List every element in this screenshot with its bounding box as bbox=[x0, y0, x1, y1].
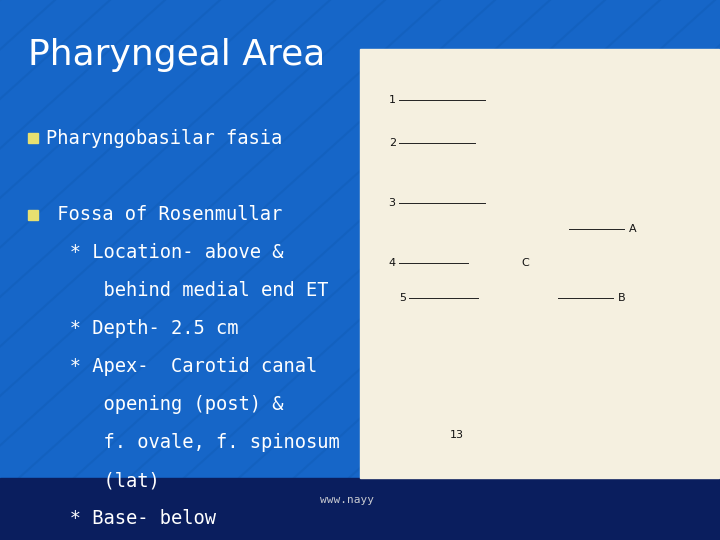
Bar bbox=[28, 133, 38, 143]
Text: * Apex-  Carotid canal: * Apex- Carotid canal bbox=[36, 357, 318, 376]
Text: opening (post) &: opening (post) & bbox=[36, 395, 284, 415]
Text: C: C bbox=[521, 258, 529, 268]
Text: 3: 3 bbox=[389, 198, 396, 208]
Bar bbox=[360, 49, 719, 478]
Text: * Depth- 2.5 cm: * Depth- 2.5 cm bbox=[36, 320, 238, 339]
Text: B: B bbox=[618, 293, 626, 302]
Text: * Base- below: * Base- below bbox=[36, 510, 216, 529]
Text: 5: 5 bbox=[400, 293, 407, 302]
Text: 2: 2 bbox=[389, 138, 396, 148]
Text: 1: 1 bbox=[389, 95, 396, 105]
Text: f. ovale, f. spinosum: f. ovale, f. spinosum bbox=[36, 434, 340, 453]
Text: 4: 4 bbox=[389, 258, 396, 268]
Text: * Location- above &: * Location- above & bbox=[36, 244, 284, 262]
Text: www.nayy: www.nayy bbox=[320, 495, 374, 505]
Text: A: A bbox=[629, 224, 636, 234]
Text: 13: 13 bbox=[449, 430, 464, 440]
Text: Fossa of Rosenmullar: Fossa of Rosenmullar bbox=[46, 206, 282, 225]
Bar bbox=[28, 210, 38, 220]
Text: (lat): (lat) bbox=[36, 471, 160, 490]
Bar bbox=[0, 478, 720, 540]
Text: Pharyngobasilar fasia: Pharyngobasilar fasia bbox=[46, 129, 282, 147]
Text: behind medial end ET: behind medial end ET bbox=[36, 281, 328, 300]
Text: Pharyngeal Area: Pharyngeal Area bbox=[28, 38, 325, 72]
